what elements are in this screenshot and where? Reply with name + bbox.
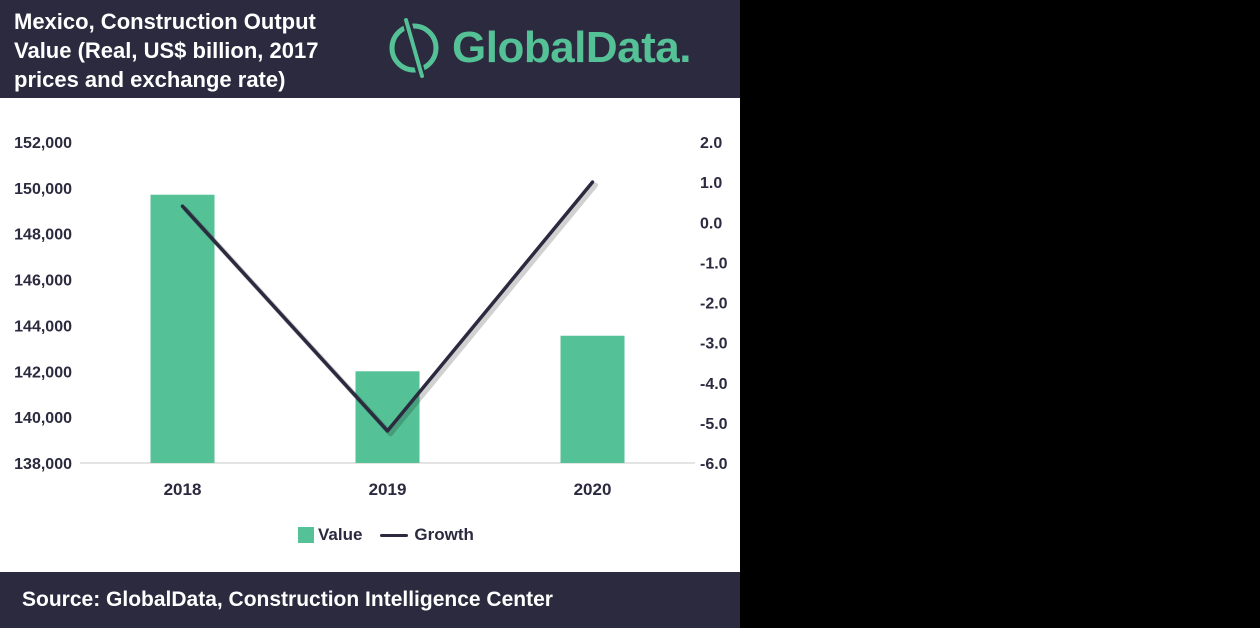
- y-left-tick-label: 140,000: [14, 410, 72, 427]
- source-note: Source: GlobalData, Construction Intelli…: [22, 588, 553, 611]
- chart-header: Mexico, Construction Output Value (Real,…: [0, 0, 740, 98]
- legend-label-value: Value: [318, 525, 363, 544]
- legend-item-value: Value: [298, 525, 362, 545]
- chart-plot: 138,000 140,000 142,000 144,000 146,000 148,0…: [14, 135, 728, 499]
- x-tick-label: 2019: [369, 480, 407, 499]
- y-right-tick-label: 2.0: [700, 135, 722, 152]
- y-left-tick-label: 152,000: [14, 135, 72, 152]
- legend-swatch-growth: [380, 533, 409, 537]
- y-right-tick-label: 1.0: [700, 175, 722, 192]
- x-tick-label: 2018: [164, 480, 202, 499]
- y-right-tick-label: -1.0: [700, 255, 728, 272]
- growth-line: [180, 180, 595, 433]
- globaldata-logo-text: GlobalData.: [452, 23, 692, 72]
- chart-legend: Value Growth: [298, 522, 492, 548]
- y-left-tick-label: 138,000: [14, 456, 72, 473]
- globaldata-logo: GlobalData.: [384, 14, 724, 80]
- y-left-tick-label: 144,000: [14, 318, 72, 335]
- bar-value-2020: [560, 335, 625, 463]
- y-left-tick-label: 150,000: [14, 181, 72, 198]
- y-left-tick-label: 142,000: [14, 364, 72, 381]
- bar-value-2019: [355, 371, 420, 463]
- legend-label-growth: Growth: [414, 525, 474, 544]
- y-left-tick-label: 146,000: [14, 273, 72, 290]
- chart-card: Mexico, Construction Output Value (Real,…: [0, 0, 740, 628]
- legend-swatch-value: [298, 527, 314, 543]
- x-tick-label: 2020: [574, 480, 612, 499]
- y-right-tick-label: 0.0: [700, 215, 722, 232]
- y-left-tick-label: 148,000: [14, 227, 72, 244]
- y-right-tick-label: -5.0: [700, 416, 728, 433]
- chart-title: Mexico, Construction Output Value (Real,…: [14, 9, 319, 92]
- chart-footer: Source: GlobalData, Construction Intelli…: [0, 572, 740, 628]
- y-right-tick-label: -2.0: [700, 296, 728, 313]
- y-right-tick-label: -6.0: [700, 456, 728, 473]
- y-right-tick-label: -4.0: [700, 376, 728, 393]
- y-right-tick-label: -3.0: [700, 336, 728, 353]
- bar-value-2018: [150, 194, 215, 463]
- legend-item-growth: Growth: [380, 525, 474, 545]
- globaldata-logo-icon: [389, 16, 439, 80]
